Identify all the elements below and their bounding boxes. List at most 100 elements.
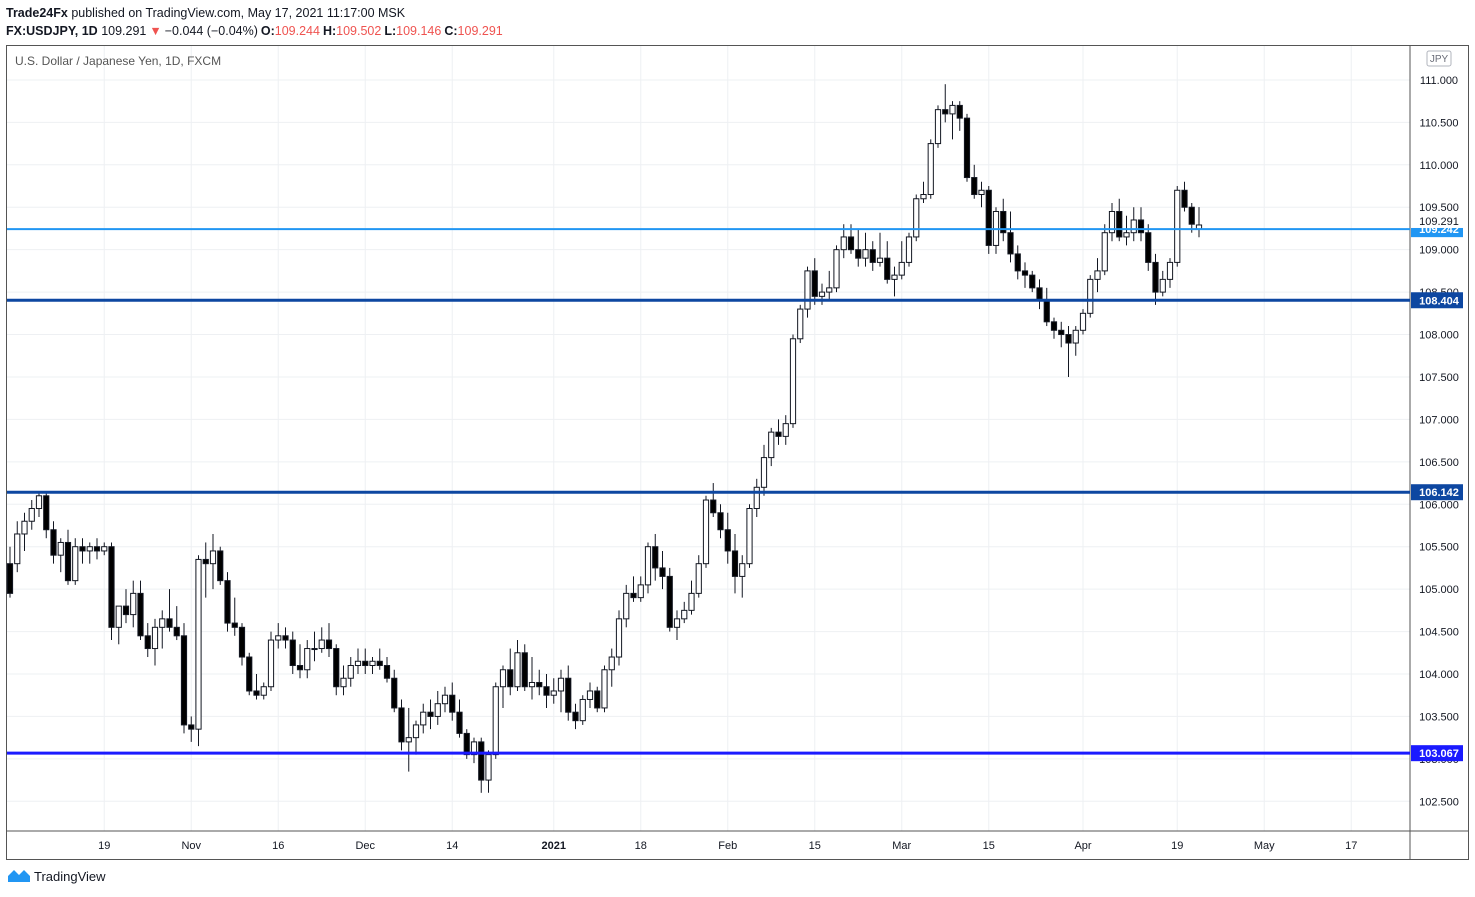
candle-up[interactable]	[833, 249, 840, 289]
candle-up[interactable]	[304, 648, 311, 671]
candle-up[interactable]	[1087, 278, 1094, 314]
candle-down[interactable]	[325, 639, 333, 650]
candle-up[interactable]	[1123, 232, 1130, 238]
candle-down[interactable]	[536, 681, 543, 688]
candle-up[interactable]	[615, 618, 623, 658]
candle-up[interactable]	[840, 236, 847, 251]
candle-down[interactable]	[1029, 274, 1036, 289]
candle-down[interactable]	[1000, 210, 1007, 234]
candle-up[interactable]	[260, 686, 267, 696]
candle-up[interactable]	[905, 236, 913, 263]
candle-up[interactable]	[492, 686, 499, 756]
candle-down[interactable]	[847, 236, 855, 251]
candle-up[interactable]	[275, 635, 282, 641]
candle-up[interactable]	[927, 143, 934, 196]
candle-up[interactable]	[768, 431, 775, 459]
candle-down[interactable]	[188, 724, 195, 730]
candle-down[interactable]	[869, 249, 876, 263]
candle-down[interactable]	[855, 249, 862, 259]
brand-label[interactable]: TradingView	[34, 868, 106, 884]
candle-up[interactable]	[354, 660, 362, 667]
candle-down[interactable]	[543, 686, 550, 696]
candle-down[interactable]	[630, 592, 637, 599]
candle-up[interactable]	[550, 690, 557, 696]
candle-up[interactable]	[608, 656, 615, 671]
candle-up[interactable]	[934, 109, 942, 145]
candle-down[interactable]	[456, 711, 463, 734]
candle-up[interactable]	[209, 550, 217, 565]
candle-down[interactable]	[43, 495, 50, 531]
candle-up[interactable]	[876, 257, 884, 263]
candle-down[interactable]	[282, 635, 289, 641]
candle-down[interactable]	[507, 669, 514, 688]
candle-down[interactable]	[884, 257, 891, 280]
candle-down[interactable]	[93, 546, 101, 552]
candle-down[interactable]	[985, 189, 992, 246]
candle-up[interactable]	[818, 291, 826, 297]
candle-up[interactable]	[862, 249, 869, 259]
candle-down[interactable]	[1007, 232, 1014, 255]
candle-down[interactable]	[1065, 334, 1072, 344]
candle-up[interactable]	[673, 618, 681, 628]
candle-up[interactable]	[1079, 312, 1087, 331]
candle-up[interactable]	[21, 520, 28, 535]
currency-box[interactable]	[1426, 50, 1452, 67]
candle-up[interactable]	[1159, 278, 1166, 293]
candle-down[interactable]	[246, 656, 253, 692]
candle-down[interactable]	[144, 635, 151, 650]
candle-down[interactable]	[717, 512, 724, 531]
candle-up[interactable]	[782, 423, 789, 437]
candle-down[interactable]	[166, 618, 173, 628]
candle-down[interactable]	[50, 529, 57, 556]
candle-down[interactable]	[572, 711, 579, 722]
candle-up[interactable]	[586, 690, 594, 700]
candle-down[interactable]	[594, 690, 601, 709]
candle-up[interactable]	[420, 711, 427, 726]
candle-down[interactable]	[427, 711, 434, 717]
candle-down[interactable]	[521, 652, 528, 688]
candle-up[interactable]	[644, 546, 652, 586]
chart-frame[interactable]	[6, 45, 1469, 860]
candle-down[interactable]	[1043, 300, 1050, 323]
candle-up[interactable]	[1166, 261, 1174, 280]
candle-down[interactable]	[963, 117, 971, 179]
candle-up[interactable]	[57, 541, 64, 556]
candle-up[interactable]	[739, 563, 746, 577]
candle-down[interactable]	[565, 677, 572, 713]
candle-up[interactable]	[804, 270, 811, 310]
candle-down[interactable]	[79, 546, 86, 552]
candle-up[interactable]	[702, 499, 710, 565]
candle-down[interactable]	[217, 550, 224, 582]
candle-up[interactable]	[86, 546, 93, 552]
candle-up[interactable]	[797, 308, 804, 340]
candle-up[interactable]	[789, 338, 797, 425]
candle-down[interactable]	[1014, 253, 1021, 272]
candle-up[interactable]	[913, 198, 920, 238]
candle-down[interactable]	[449, 694, 456, 713]
candle-up[interactable]	[898, 261, 905, 276]
candle-up[interactable]	[35, 495, 43, 510]
candle-down[interactable]	[6, 563, 14, 594]
candle-down[interactable]	[391, 677, 398, 709]
candle-up[interactable]	[347, 665, 354, 679]
candle-down[interactable]	[362, 660, 369, 667]
candle-down[interactable]	[1116, 210, 1123, 238]
candle-down[interactable]	[296, 665, 304, 671]
candle-down[interactable]	[731, 550, 739, 577]
candle-up[interactable]	[369, 660, 376, 667]
candle-up[interactable]	[949, 104, 956, 115]
candle-down[interactable]	[463, 732, 470, 756]
candle-up[interactable]	[920, 194, 927, 200]
candle-up[interactable]	[637, 584, 644, 599]
candle-up[interactable]	[514, 652, 521, 688]
candle-up[interactable]	[528, 681, 536, 688]
candle-down[interactable]	[289, 639, 296, 667]
candle-up[interactable]	[195, 558, 202, 730]
candle-down[interactable]	[1050, 321, 1058, 331]
candle-up[interactable]	[318, 639, 325, 650]
candle-up[interactable]	[14, 533, 21, 565]
candle-down[interactable]	[478, 741, 485, 781]
candle-up[interactable]	[72, 546, 79, 582]
candle-down[interactable]	[666, 575, 673, 628]
candle-down[interactable]	[238, 626, 246, 658]
